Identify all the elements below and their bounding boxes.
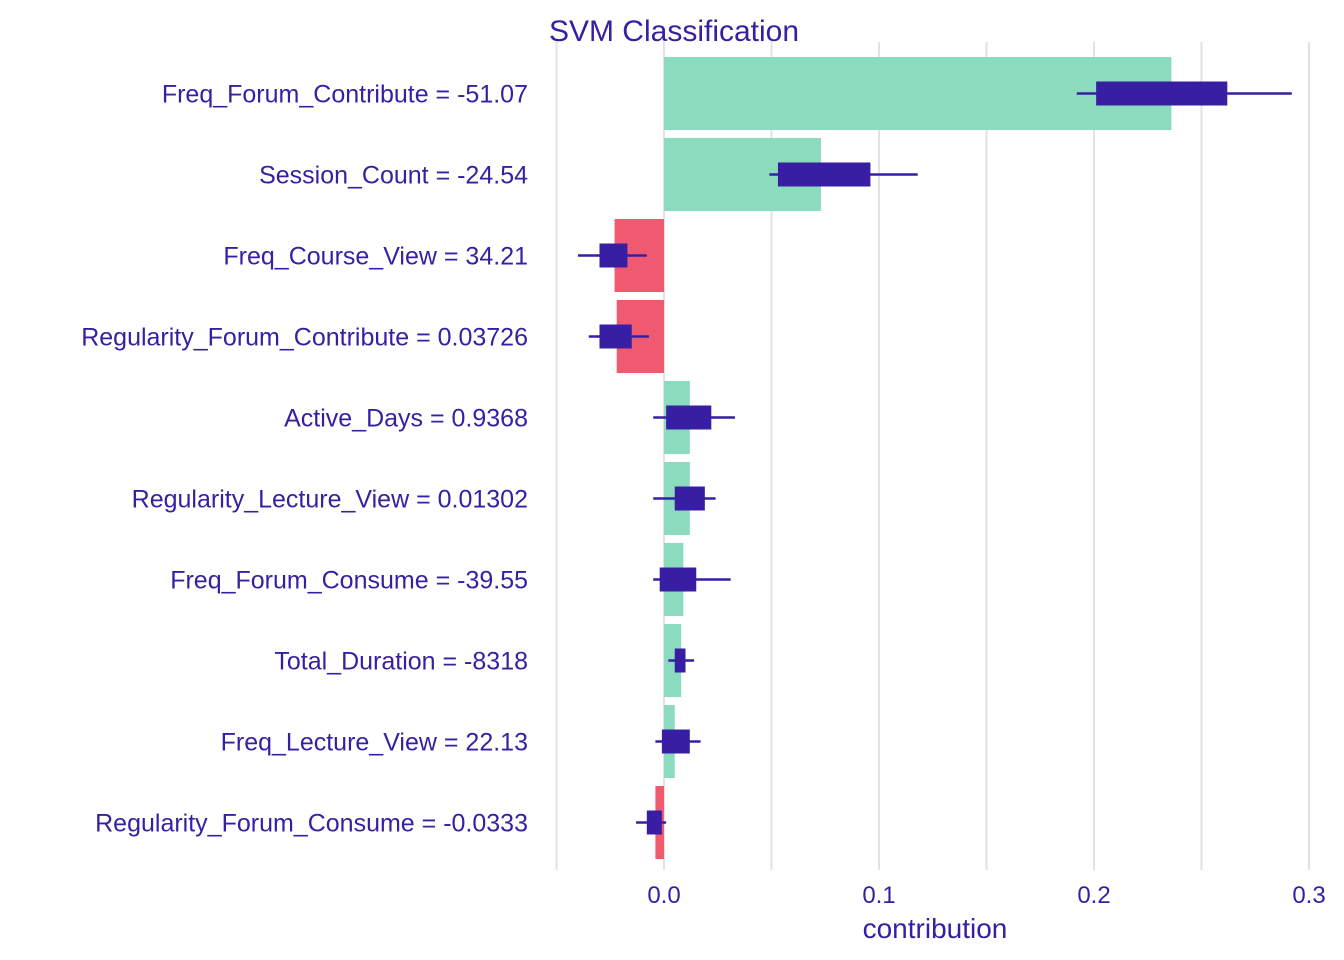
x-tick-labels: 0.0 0.1 0.2 0.3 <box>647 882 1325 909</box>
x-tick-label: 0.1 <box>862 882 895 909</box>
boxplot-box <box>599 324 632 349</box>
boxplot-box <box>659 567 697 592</box>
boxplot-box <box>674 486 705 511</box>
feature-label: Regularity_Forum_Contribute = 0.03726 <box>81 324 528 352</box>
feature-label: Regularity_Forum_Consume = -0.0333 <box>95 810 528 838</box>
feature-label: Active_Days = 0.9368 <box>284 405 528 433</box>
boxplot-box <box>674 648 686 673</box>
boxplot-box <box>646 810 662 835</box>
feature-label: Freq_Forum_Contribute = -51.07 <box>162 81 528 109</box>
bars <box>614 57 1172 859</box>
x-tick-label: 0.0 <box>647 882 680 909</box>
boxplot-box <box>661 729 690 754</box>
feature-labels: Freq_Forum_Contribute = -51.07 Session_Co… <box>81 81 528 838</box>
boxplot-box <box>666 405 712 430</box>
boxplot-box <box>599 243 628 268</box>
x-axis-label: contribution <box>863 913 1008 944</box>
chart-title: SVM Classification <box>549 15 799 48</box>
x-tick-label: 0.2 <box>1077 882 1110 909</box>
x-tick-label: 0.3 <box>1292 882 1325 909</box>
feature-label: Session_Count = -24.54 <box>259 162 528 190</box>
feature-label: Regularity_Lecture_View = 0.01302 <box>132 486 528 514</box>
feature-label: Freq_Course_View = 34.21 <box>223 243 528 271</box>
boxplot-box <box>1096 81 1228 106</box>
boxplot-box <box>777 162 871 187</box>
feature-label: Freq_Forum_Consume = -39.55 <box>170 567 528 595</box>
feature-label: Total_Duration = -8318 <box>274 648 528 676</box>
feature-label: Freq_Lecture_View = 22.13 <box>221 729 528 757</box>
boxplots <box>578 81 1292 835</box>
